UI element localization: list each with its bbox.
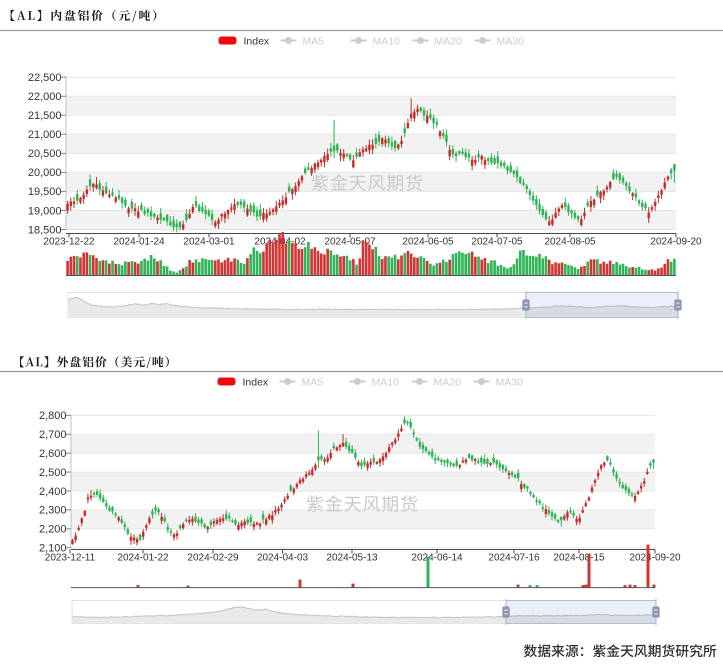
svg-text:19,000: 19,000 (28, 205, 62, 217)
svg-text:MA20: MA20 (434, 377, 462, 389)
svg-text:2,200: 2,200 (39, 524, 67, 536)
svg-text:2,300: 2,300 (39, 505, 67, 517)
svg-text:2024-08-15: 2024-08-15 (553, 553, 605, 564)
svg-text:Index: Index (243, 377, 269, 389)
svg-text:2023-12-22: 2023-12-22 (43, 237, 95, 248)
svg-text:2,500: 2,500 (39, 467, 67, 479)
svg-text:2024-04-03: 2024-04-03 (257, 553, 309, 564)
svg-text:2024-05-13: 2024-05-13 (326, 553, 378, 564)
svg-text:Index: Index (244, 36, 270, 48)
svg-text:2024-02-29: 2024-02-29 (187, 553, 239, 564)
svg-text:2,800: 2,800 (39, 410, 67, 422)
svg-text:MA5: MA5 (302, 377, 324, 389)
svg-text:MA30: MA30 (496, 377, 524, 389)
svg-text:2,100: 2,100 (39, 543, 67, 555)
svg-text:2,400: 2,400 (39, 486, 67, 498)
svg-text:22,500: 22,500 (28, 72, 62, 84)
svg-text:2024-05-07: 2024-05-07 (324, 237, 376, 248)
svg-text:22,000: 22,000 (28, 91, 62, 103)
svg-text:2024-07-16: 2024-07-16 (488, 553, 540, 564)
svg-text:2024-08-05: 2024-08-05 (544, 237, 596, 248)
svg-text:2024-01-24: 2024-01-24 (113, 237, 165, 248)
svg-text:2024-06-05: 2024-06-05 (402, 237, 454, 248)
svg-text:2024-06-14: 2024-06-14 (411, 553, 463, 564)
svg-text:18,500: 18,500 (28, 224, 62, 236)
svg-text:2023-12-11: 2023-12-11 (45, 553, 96, 564)
svg-text:2024-09-20: 2024-09-20 (629, 553, 681, 564)
svg-text:21,500: 21,500 (28, 110, 62, 122)
svg-text:21,000: 21,000 (28, 129, 62, 141)
svg-text:MA10: MA10 (372, 377, 400, 389)
svg-text:2,700: 2,700 (39, 429, 67, 441)
svg-text:2,600: 2,600 (39, 448, 67, 460)
svg-text:2024-01-22: 2024-01-22 (117, 553, 169, 564)
svg-text:20,500: 20,500 (28, 148, 62, 160)
svg-text:MA5: MA5 (303, 36, 325, 48)
svg-text:2024-07-05: 2024-07-05 (471, 237, 523, 248)
svg-text:20,000: 20,000 (28, 167, 62, 179)
svg-text:2024-09-20: 2024-09-20 (650, 237, 702, 248)
svg-text:2024-03-01: 2024-03-01 (183, 237, 235, 248)
svg-text:MA10: MA10 (373, 36, 401, 48)
svg-text:MA20: MA20 (435, 36, 463, 48)
svg-text:19,500: 19,500 (28, 186, 62, 198)
svg-text:MA30: MA30 (497, 36, 525, 48)
